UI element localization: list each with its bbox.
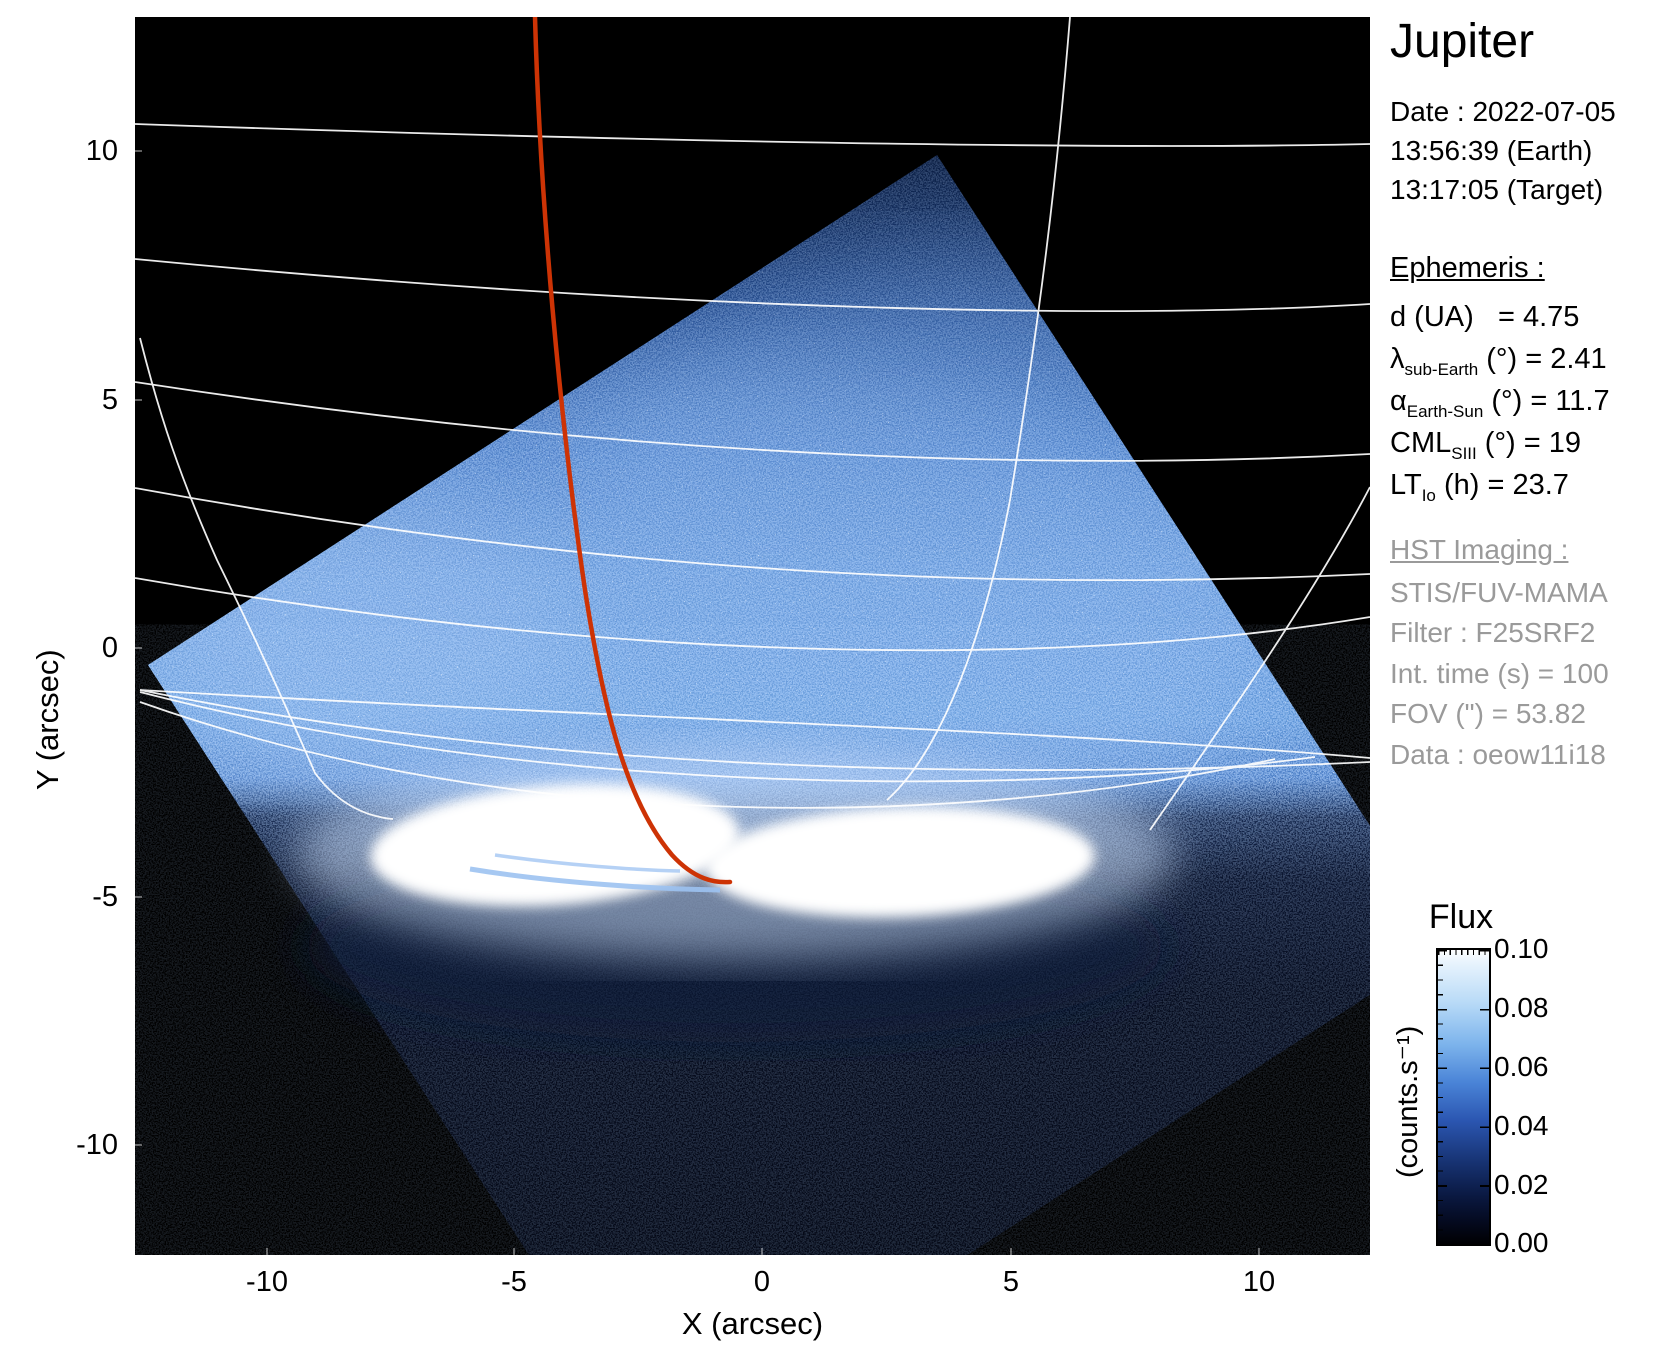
- colorbar-unit-label: (counts.s⁻¹): [1392, 1025, 1424, 1178]
- ephemeris-symbol: d (UA): [1390, 301, 1474, 333]
- time-target: 13:17:05 (Target): [1390, 174, 1604, 205]
- colorbar-tick-label: 0.08: [1494, 992, 1549, 1023]
- colorbar-tick-label: 0.02: [1494, 1169, 1549, 1200]
- ephemeris-row-cml: CMLSIII (°) = 19: [1390, 427, 1581, 464]
- x-tick-label: -5: [501, 1266, 527, 1298]
- time-earth: 13:56:39 (Earth): [1390, 135, 1593, 166]
- x-tick-label: 10: [1242, 1266, 1276, 1298]
- sky-image-plot: [135, 17, 1370, 1255]
- hst-int-time: Int. time (s) = 100: [1390, 658, 1609, 689]
- y-tick-label: 0: [101, 632, 118, 664]
- colorbar-tick-label: 0.06: [1494, 1051, 1549, 1082]
- ephemeris-symbol: LT: [1390, 469, 1422, 501]
- ephemeris-subscript: sub-Earth: [1404, 359, 1479, 379]
- x-tick-label: -10: [246, 1266, 288, 1298]
- y-tick-label: 5: [101, 384, 118, 416]
- ephemeris-heading: Ephemeris :: [1390, 252, 1545, 284]
- ephemeris-symbol: α: [1390, 385, 1407, 417]
- ephemeris-subscript: SIII: [1451, 443, 1477, 463]
- hst-data-id: Data : oeow11i18: [1390, 739, 1606, 770]
- colorbar-top-minor-ticks: [1438, 950, 1489, 955]
- red-trajectory-curve: [532, 17, 733, 885]
- flux-colorbar: [1436, 948, 1491, 1246]
- hst-imaging-heading: HST Imaging :: [1390, 534, 1569, 565]
- observation-date: Date : 2022-07-05: [1390, 96, 1616, 127]
- ephemeris-row-lambda: λsub-Earth (°) = 2.41: [1390, 343, 1607, 380]
- ephemeris-row-distance: d (UA) = 4.75: [1390, 301, 1579, 338]
- y-tick-label: -10: [76, 1129, 118, 1161]
- colorbar-major-ticks-left: [1438, 950, 1447, 1244]
- ephemeris-value: (°) = 11.7: [1483, 385, 1610, 417]
- fuv-image: [135, 17, 1370, 1255]
- ephemeris-subscript: Earth-Sun: [1406, 401, 1484, 421]
- y-tick-label: -5: [92, 881, 118, 913]
- ephemeris-value: = 4.75: [1473, 301, 1580, 333]
- ephemeris-row-lt: LTIo (h) = 23.7: [1390, 469, 1569, 506]
- planet-graticule: [135, 17, 1370, 831]
- colorbar-tick-label: 0.04: [1494, 1110, 1549, 1141]
- ephemeris-symbol: CML: [1390, 427, 1452, 459]
- x-tick-label: 0: [753, 1266, 771, 1298]
- ephemeris-symbol: λ: [1390, 343, 1405, 375]
- x-axis-label: X (arcsec): [681, 1306, 824, 1341]
- colorbar-tick-label: 0.10: [1494, 933, 1549, 964]
- ephemeris-value: (h) = 23.7: [1435, 469, 1569, 501]
- ephemeris-value: (°) = 2.41: [1478, 343, 1607, 375]
- colorbar-major-ticks-right: [1480, 950, 1489, 1244]
- hst-fov: FOV (") = 53.82: [1390, 698, 1586, 729]
- colorbar-tick-label: 0.00: [1494, 1227, 1549, 1258]
- hst-filter: Filter : F25SRF2: [1390, 617, 1596, 648]
- bright-auroral-region: [295, 750, 1175, 960]
- inner-axis-ticks: [135, 150, 1260, 1255]
- colorbar-title: Flux: [1428, 898, 1494, 936]
- hst-instrument: STIS/FUV-MAMA: [1390, 577, 1608, 608]
- y-tick-label: 10: [85, 135, 118, 167]
- y-axis-label: Y (arcsec): [30, 649, 65, 790]
- ephemeris-subscript: Io: [1421, 485, 1436, 505]
- ephemeris-row-alpha: αEarth-Sun (°) = 11.7: [1390, 385, 1610, 422]
- ephemeris-value: (°) = 19: [1476, 427, 1582, 459]
- page-title: Jupiter: [1390, 15, 1535, 68]
- x-tick-label: 5: [1002, 1266, 1020, 1298]
